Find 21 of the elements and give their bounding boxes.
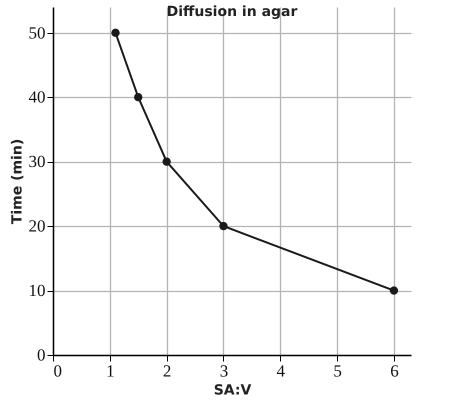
point bbox=[111, 28, 120, 37]
y-tick-label: 0 bbox=[37, 346, 46, 364]
x-tick-label: 6 bbox=[390, 362, 399, 380]
x-tick-label: 2 bbox=[162, 362, 172, 380]
x-axis-title: SA:V bbox=[214, 382, 252, 398]
y-axis-title: Time (min) bbox=[10, 138, 26, 224]
x-tick-label: 0 bbox=[54, 362, 62, 380]
x-tick-label: 4 bbox=[276, 362, 286, 380]
y-tick-label: 40 bbox=[28, 88, 46, 107]
chart-title: Diffusion in agar bbox=[166, 4, 298, 20]
x-tick-label: 3 bbox=[220, 362, 228, 380]
point bbox=[390, 286, 398, 295]
y-tick-label: 10 bbox=[28, 281, 46, 300]
point bbox=[134, 93, 142, 102]
x-tick-label: 5 bbox=[333, 362, 342, 380]
y-tick-label: 20 bbox=[28, 216, 46, 236]
point bbox=[219, 222, 228, 230]
x-tick-label: 1 bbox=[106, 362, 115, 380]
y-tick-label: 30 bbox=[28, 152, 46, 172]
point bbox=[162, 157, 171, 166]
y-tick-label: 50 bbox=[28, 23, 46, 42]
